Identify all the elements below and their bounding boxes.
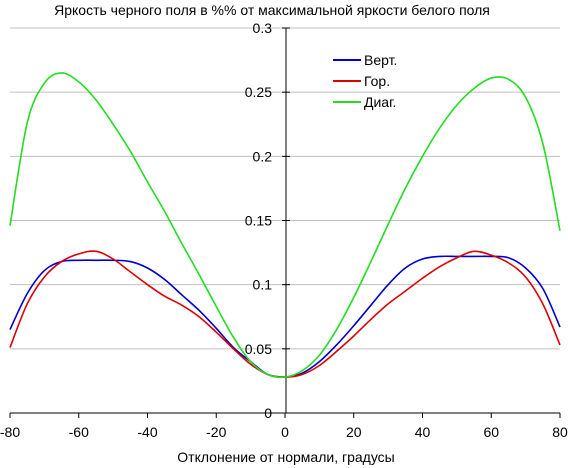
legend-label-2: Диаг. xyxy=(364,94,396,110)
x-tick-label-3: -20 xyxy=(206,424,226,440)
y-tick-label-2: 0.1 xyxy=(253,277,273,293)
y-tick-label-0: 0 xyxy=(264,405,272,421)
x-ticks: -80 -60 -40 -20 0 20 40 60 80 xyxy=(0,413,568,440)
x-tick-label-7: 60 xyxy=(483,424,499,440)
grid xyxy=(10,27,560,350)
chart-title: Яркость черного поля в %% от максимально… xyxy=(54,2,490,18)
legend-label-0: Верт. xyxy=(364,52,397,68)
series-line-0 xyxy=(9,255,561,378)
series-line-2 xyxy=(9,72,561,379)
x-tick-label-4: 0 xyxy=(281,424,289,440)
y-ticks: 0 0.05 0.1 0.15 0.2 0.25 0.3 xyxy=(245,20,290,421)
legend: Верт. Гор. Диаг. xyxy=(333,52,397,110)
y-tick-label-3: 0.15 xyxy=(245,213,272,229)
x-tick-label-0: -80 xyxy=(0,424,20,440)
y-tick-label-5: 0.25 xyxy=(245,84,272,100)
x-tick-label-1: -60 xyxy=(69,424,89,440)
series-line-1 xyxy=(9,250,561,378)
y-tick-label-4: 0.2 xyxy=(253,148,273,164)
legend-label-1: Гор. xyxy=(364,73,390,89)
x-tick-label-8: 80 xyxy=(552,424,568,440)
series xyxy=(9,72,561,379)
x-tick-label-5: 20 xyxy=(346,424,362,440)
x-tick-label-2: -40 xyxy=(137,424,157,440)
x-tick-label-6: 40 xyxy=(415,424,431,440)
y-tick-label-6: 0.3 xyxy=(253,20,273,36)
x-axis-label: Отклонение от нормали, градусы xyxy=(177,449,394,465)
y-tick-label-1: 0.05 xyxy=(245,341,272,357)
